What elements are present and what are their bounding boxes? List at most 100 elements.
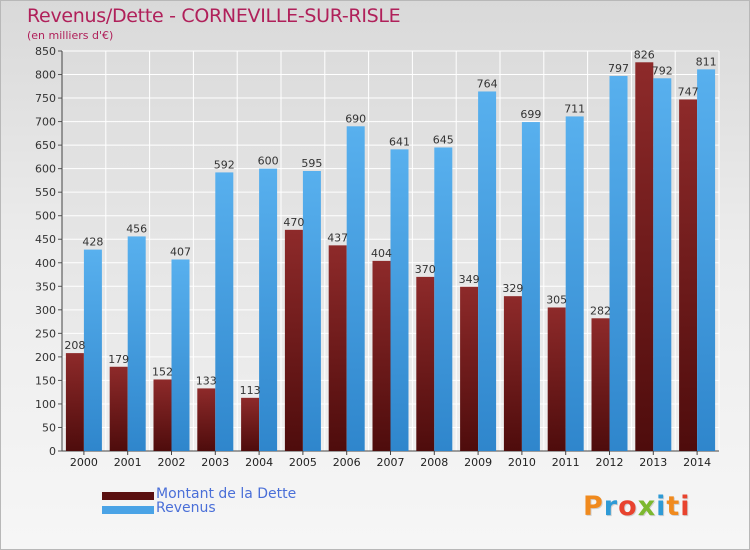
data-label-revenus: 690: [345, 112, 366, 125]
y-tick-label: 350: [35, 280, 56, 293]
bar-revenus: [259, 168, 278, 451]
logo-letter: i: [656, 491, 667, 522]
y-tick-label: 450: [35, 233, 56, 246]
data-label-revenus: 792: [652, 64, 673, 77]
data-label-dette: 179: [108, 353, 129, 366]
bar-dette: [547, 307, 566, 451]
bar-revenus: [697, 69, 716, 452]
legend-swatch-revenus: [102, 506, 154, 514]
y-tick-label: 600: [35, 163, 56, 176]
x-tick-label: 2008: [420, 456, 448, 469]
data-label-dette: 329: [502, 282, 523, 295]
bar-revenus: [609, 75, 628, 452]
y-tick-label: 150: [35, 374, 56, 387]
y-tick-label: 850: [35, 45, 56, 58]
data-label-dette: 470: [283, 216, 304, 229]
data-label-revenus: 645: [433, 133, 454, 146]
data-label-dette: 404: [371, 247, 392, 260]
logo-letter: i: [680, 491, 691, 522]
y-tick-label: 50: [42, 421, 56, 434]
data-label-revenus: 407: [170, 245, 191, 258]
y-tick-label: 250: [35, 327, 56, 340]
chart-subtitle: (en milliers d'€): [27, 29, 114, 42]
x-tick-label: 2003: [201, 456, 229, 469]
x-tick-label: 2000: [70, 456, 98, 469]
bar-dette: [503, 296, 522, 451]
bar-dette: [284, 229, 303, 451]
data-label-revenus: 595: [301, 157, 322, 170]
x-tick-label: 2014: [683, 456, 711, 469]
x-tick-label: 2010: [508, 456, 536, 469]
x-tick-label: 2002: [158, 456, 186, 469]
bar-revenus: [83, 249, 102, 451]
data-label-dette: 282: [590, 304, 611, 317]
data-label-revenus: 811: [696, 55, 717, 68]
data-label-dette: 113: [240, 384, 261, 397]
chart-title: Revenus/Dette - CORNEVILLE-SUR-RISLE: [27, 5, 401, 27]
y-tick-label: 650: [35, 139, 56, 152]
logo-letter: x: [637, 491, 657, 522]
bar-dette: [591, 318, 610, 451]
bar-revenus: [521, 122, 540, 451]
bar-dette: [416, 276, 435, 451]
x-tick-label: 2004: [245, 456, 273, 469]
y-tick-label: 100: [35, 398, 56, 411]
data-label-revenus: 699: [520, 108, 541, 121]
bar-dette: [372, 260, 391, 451]
bar-dette: [635, 62, 654, 451]
bar-dette: [197, 388, 216, 451]
bar-dette: [109, 366, 128, 451]
bar-dette: [679, 99, 698, 452]
bar-revenus: [215, 172, 234, 452]
data-label-revenus: 641: [389, 135, 410, 148]
logo-letter: t: [666, 491, 681, 522]
logo-letter: P: [583, 491, 604, 522]
y-tick-label: 400: [35, 257, 56, 270]
bar-revenus: [565, 116, 584, 451]
data-label-dette: 349: [459, 273, 480, 286]
y-tick-label: 0: [49, 445, 56, 458]
bar-dette: [241, 397, 260, 451]
proxiti-logo: Proxiti: [583, 491, 691, 522]
bar-dette: [65, 353, 84, 451]
bar-dette: [460, 286, 479, 451]
data-label-dette: 370: [415, 263, 436, 276]
data-label-revenus: 592: [214, 158, 235, 171]
y-tick-label: 700: [35, 116, 56, 129]
data-label-revenus: 711: [564, 102, 585, 115]
x-tick-label: 2011: [552, 456, 580, 469]
x-tick-label: 2012: [596, 456, 624, 469]
y-tick-label: 750: [35, 92, 56, 105]
x-tick-label: 2001: [114, 456, 142, 469]
bar-revenus: [171, 259, 190, 451]
bar-dette: [328, 245, 347, 451]
data-label-dette: 152: [152, 365, 173, 378]
legend-swatch-dette: [102, 492, 154, 500]
data-label-dette: 437: [327, 231, 348, 244]
data-label-dette: 826: [634, 48, 655, 61]
y-tick-label: 300: [35, 304, 56, 317]
y-tick-label: 550: [35, 186, 56, 199]
x-tick-label: 2006: [333, 456, 361, 469]
x-tick-label: 2009: [464, 456, 492, 469]
bar-dette: [153, 379, 172, 451]
bar-revenus: [653, 78, 672, 451]
x-tick-label: 2013: [639, 456, 667, 469]
logo-letter: o: [618, 491, 638, 522]
bar-revenus: [478, 91, 497, 452]
data-label-revenus: 764: [477, 77, 498, 90]
x-tick-label: 2005: [289, 456, 317, 469]
data-label-revenus: 456: [126, 222, 147, 235]
data-label-dette: 305: [546, 293, 567, 306]
logo-letter: r: [603, 491, 619, 522]
bar-revenus: [302, 171, 321, 451]
y-tick-label: 500: [35, 210, 56, 223]
x-tick-label: 2007: [377, 456, 405, 469]
data-label-dette: 747: [678, 85, 699, 98]
bar-revenus: [434, 147, 453, 451]
legend-label-dette: Montant de la Dette: [156, 486, 297, 502]
legend-label-revenus: Revenus: [156, 500, 216, 516]
y-tick-label: 800: [35, 69, 56, 82]
data-label-dette: 208: [64, 339, 85, 352]
